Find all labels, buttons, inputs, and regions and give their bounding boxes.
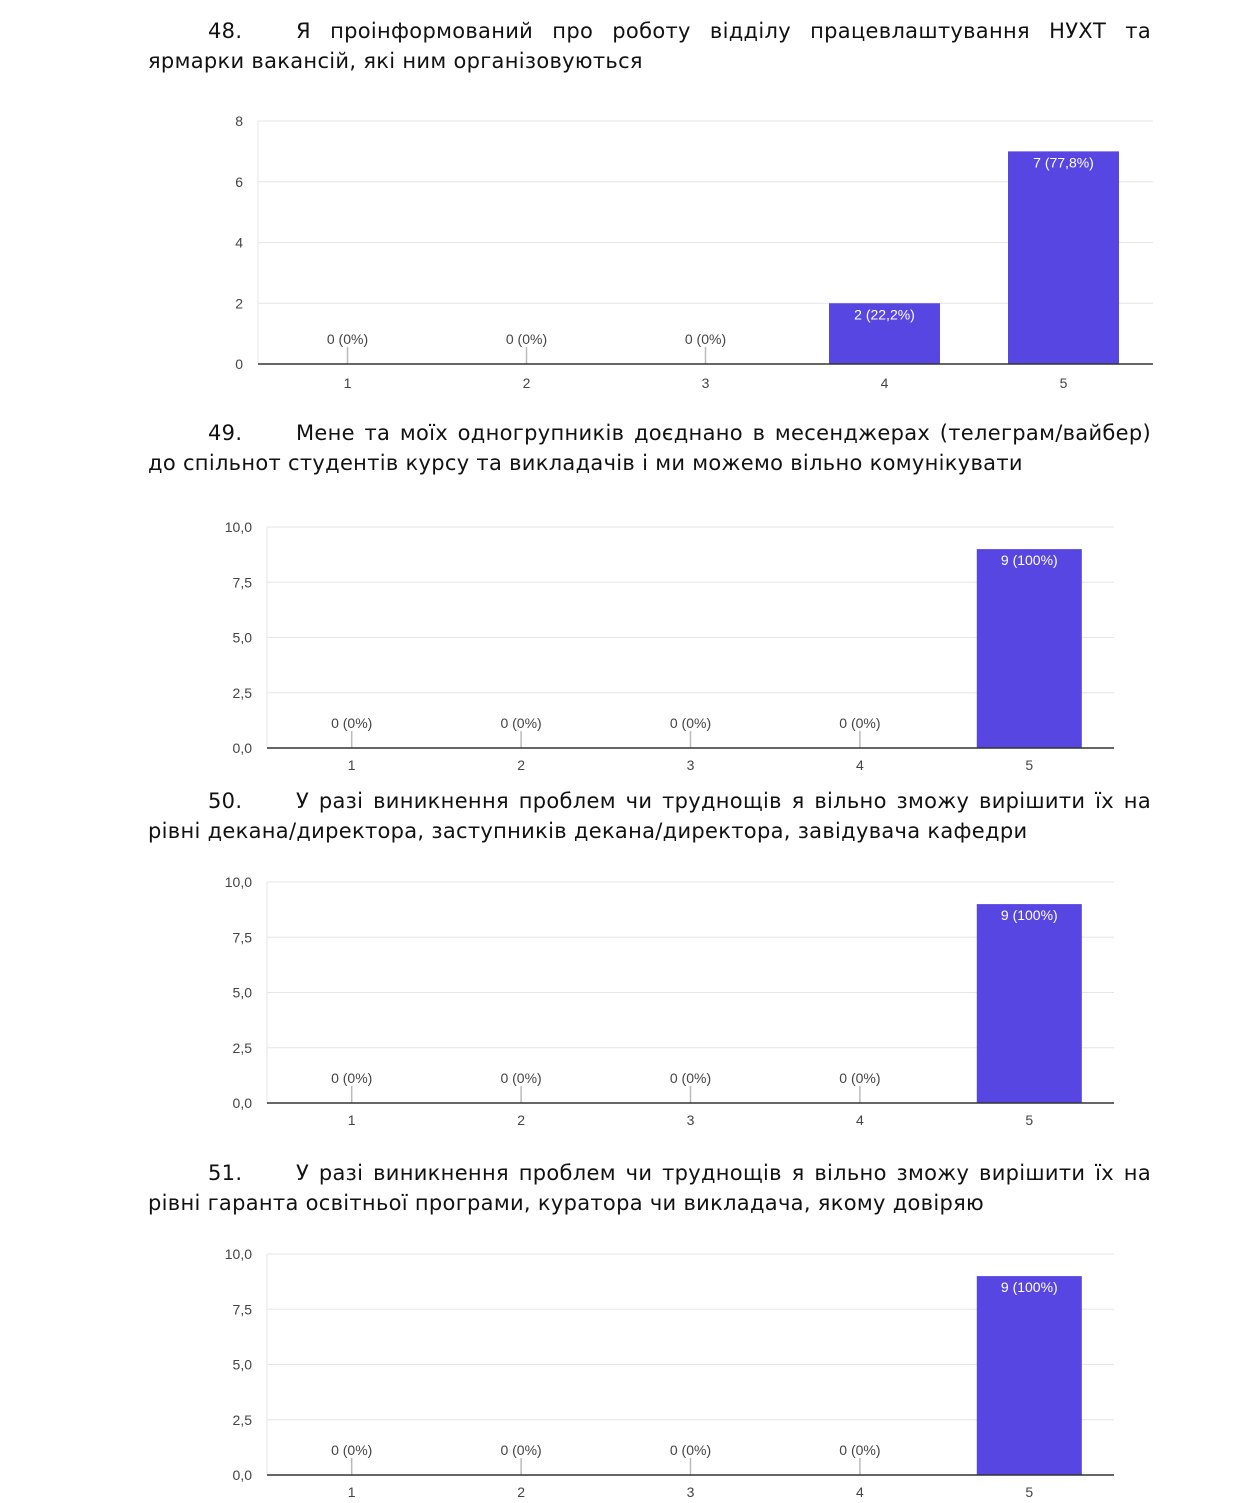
question-48: 48. Я проінформований про роботу відділу … bbox=[148, 16, 1151, 76]
data-label: 0 (0%) bbox=[506, 331, 547, 347]
x-tick-label: 3 bbox=[687, 1112, 695, 1128]
y-tick-label: 4 bbox=[235, 235, 243, 251]
question-number: 49. bbox=[208, 421, 243, 445]
question-51: 51. У разі виникнення проблем чи труднощі… bbox=[148, 1158, 1151, 1218]
bar-5 bbox=[1008, 151, 1119, 364]
data-label: 9 (100%) bbox=[1001, 907, 1058, 923]
data-label: 9 (100%) bbox=[1001, 1279, 1058, 1295]
bar-chart: 0 2 4 6 8 0 (0%) 1 0 (0%) 2 0 (0%) 3 2 (22,2%) 4 7 (7… bbox=[235, 113, 1153, 391]
data-label: 0 (0%) bbox=[670, 1442, 711, 1458]
question-49: 49. Мене та моїх одногрупників доєднано в… bbox=[148, 418, 1151, 478]
y-tick-label: 2,5 bbox=[233, 1412, 253, 1428]
question-text: У разі виникнення проблем чи труднощів я… bbox=[148, 789, 1151, 843]
x-tick-label: 4 bbox=[856, 1112, 864, 1128]
y-tick-label: 5,0 bbox=[233, 1357, 253, 1373]
y-tick-label: 7,5 bbox=[233, 929, 253, 945]
y-tick-label: 8 bbox=[235, 113, 243, 129]
y-tick-label: 0,0 bbox=[233, 740, 253, 756]
x-tick-label: 5 bbox=[1060, 375, 1068, 391]
x-tick-label: 1 bbox=[344, 375, 352, 391]
chart-48: 0 2 4 6 8 0 (0%) 1 0 (0%) 2 0 (0%) 3 2 (22,2%) 4 7 (7… bbox=[0, 100, 1241, 400]
x-tick-label: 1 bbox=[348, 1484, 356, 1500]
y-tick-label: 10,0 bbox=[225, 519, 252, 535]
x-tick-label: 4 bbox=[856, 757, 864, 773]
y-tick-label: 2 bbox=[235, 295, 243, 311]
data-label: 0 (0%) bbox=[839, 1070, 880, 1086]
question-number: 51. bbox=[208, 1161, 243, 1185]
y-tick-label: 0,0 bbox=[233, 1467, 253, 1483]
x-tick-label: 2 bbox=[517, 757, 525, 773]
bar-chart: 0,0 2,5 5,0 7,5 10,0 0 (0%) 1 0 (0%) 2 0 (0%) 3 0 (… bbox=[225, 519, 1114, 773]
bar-5 bbox=[976, 904, 1082, 1103]
y-tick-label: 7,5 bbox=[233, 1301, 253, 1317]
y-tick-label: 5,0 bbox=[233, 985, 253, 1001]
chart-51: 0,0 2,5 5,0 7,5 10,0 0 (0%) 1 0 (0%) 2 0 (0%) 3 0 (… bbox=[0, 1235, 1241, 1503]
x-tick-label: 5 bbox=[1025, 1484, 1033, 1500]
x-tick-label: 5 bbox=[1025, 1112, 1033, 1128]
data-label: 0 (0%) bbox=[500, 1070, 541, 1086]
data-label: 0 (0%) bbox=[500, 715, 541, 731]
y-tick-label: 10,0 bbox=[225, 1246, 252, 1262]
data-label: 0 (0%) bbox=[839, 715, 880, 731]
y-tick-label: 0 bbox=[235, 356, 243, 372]
question-50: 50. У разі виникнення проблем чи труднощі… bbox=[148, 786, 1151, 846]
question-text: Я проінформований про роботу відділу пра… bbox=[148, 19, 1151, 73]
question-text: Мене та моїх одногрупників доєднано в ме… bbox=[148, 421, 1151, 475]
x-tick-label: 3 bbox=[702, 375, 710, 391]
bar-5 bbox=[976, 549, 1082, 748]
data-label: 0 (0%) bbox=[331, 715, 372, 731]
bar-5 bbox=[976, 1276, 1082, 1475]
data-label: 9 (100%) bbox=[1001, 552, 1058, 568]
x-tick-label: 2 bbox=[517, 1112, 525, 1128]
chart-49: 0,0 2,5 5,0 7,5 10,0 0 (0%) 1 0 (0%) 2 0 (0%) 3 0 (… bbox=[0, 508, 1241, 783]
data-label: 0 (0%) bbox=[839, 1442, 880, 1458]
x-tick-label: 1 bbox=[348, 757, 356, 773]
bar-4 bbox=[829, 303, 940, 364]
x-tick-label: 4 bbox=[856, 1484, 864, 1500]
data-label: 0 (0%) bbox=[331, 1070, 372, 1086]
data-label: 0 (0%) bbox=[500, 1442, 541, 1458]
bar-chart: 0,0 2,5 5,0 7,5 10,0 0 (0%) 1 0 (0%) 2 0 (0%) 3 0 (… bbox=[225, 1246, 1114, 1500]
question-number: 48. bbox=[208, 19, 243, 43]
y-tick-label: 2,5 bbox=[233, 1040, 253, 1056]
x-tick-label: 3 bbox=[687, 757, 695, 773]
x-tick-label: 2 bbox=[523, 375, 531, 391]
chart-50: 0,0 2,5 5,0 7,5 10,0 0 (0%) 1 0 (0%) 2 0 (0%) 3 0 (… bbox=[0, 863, 1241, 1138]
y-tick-label: 0,0 bbox=[233, 1095, 253, 1111]
x-tick-label: 2 bbox=[517, 1484, 525, 1500]
x-tick-label: 3 bbox=[687, 1484, 695, 1500]
y-tick-label: 10,0 bbox=[225, 874, 252, 890]
question-number: 50. bbox=[208, 789, 243, 813]
data-label: 7 (77,8%) bbox=[1033, 154, 1094, 170]
data-label: 0 (0%) bbox=[685, 331, 726, 347]
question-text: У разі виникнення проблем чи труднощів я… bbox=[148, 1161, 1151, 1215]
y-tick-label: 7,5 bbox=[233, 574, 253, 590]
x-tick-label: 4 bbox=[881, 375, 889, 391]
data-label: 2 (22,2%) bbox=[854, 306, 915, 322]
bar-chart: 0,0 2,5 5,0 7,5 10,0 0 (0%) 1 0 (0%) 2 0 (0%) 3 0 (… bbox=[225, 874, 1114, 1128]
data-label: 0 (0%) bbox=[670, 1070, 711, 1086]
y-tick-label: 5,0 bbox=[233, 630, 253, 646]
data-label: 0 (0%) bbox=[670, 715, 711, 731]
y-tick-label: 2,5 bbox=[233, 685, 253, 701]
data-label: 0 (0%) bbox=[331, 1442, 372, 1458]
data-label: 0 (0%) bbox=[327, 331, 368, 347]
x-tick-label: 1 bbox=[348, 1112, 356, 1128]
y-tick-label: 6 bbox=[235, 174, 243, 190]
x-tick-label: 5 bbox=[1025, 757, 1033, 773]
